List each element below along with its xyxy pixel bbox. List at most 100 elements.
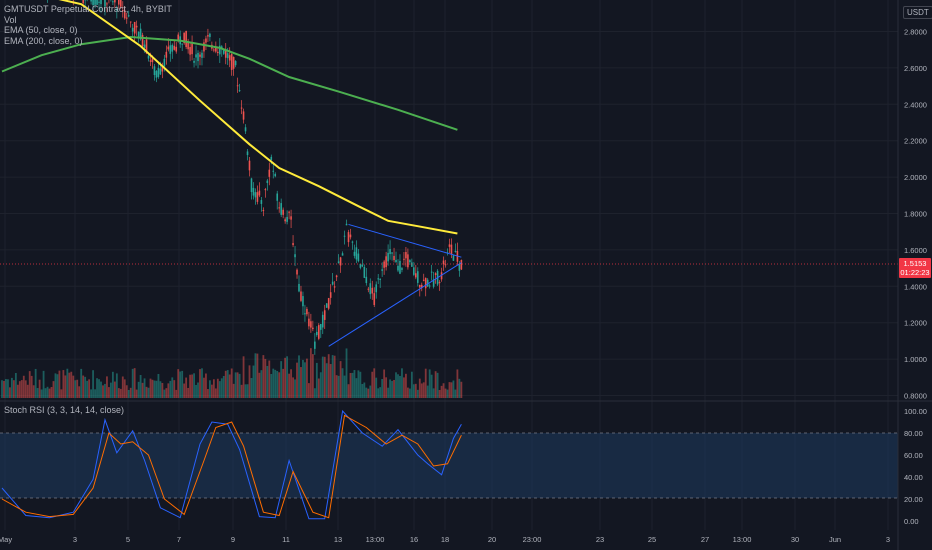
volume-bar: [199, 369, 201, 398]
candle-body: [426, 279, 429, 287]
candle-body: [375, 284, 378, 293]
candle-body: [280, 203, 282, 215]
candle-body: [183, 32, 185, 44]
candle-body: [335, 275, 338, 278]
volume-bar: [193, 373, 195, 398]
candle-body: [296, 269, 298, 275]
volume-bar: [24, 380, 27, 398]
volume-bar: [420, 383, 423, 398]
candle-body: [371, 287, 374, 294]
volume-bar: [276, 370, 279, 398]
candle-body: [129, 21, 132, 23]
candle-body: [147, 55, 150, 59]
trendline-upper[interactable]: [348, 223, 462, 258]
currency-label[interactable]: USDT: [903, 6, 932, 19]
price-tick-8: 1.2000: [904, 319, 927, 328]
stoch-rsi-axis[interactable]: 100.00 80.00 60.00 40.00 20.00 0.00: [904, 407, 927, 526]
volume-bar: [94, 389, 96, 398]
vol-legend[interactable]: Vol: [4, 14, 17, 25]
candles[interactable]: [1, 0, 463, 355]
candle-body: [145, 39, 148, 54]
volume-bar: [408, 388, 411, 398]
current-price-tag: 1.5153 01:22:23: [899, 258, 931, 278]
volume-bar: [201, 368, 203, 398]
volume-bar: [90, 389, 92, 398]
ema200-legend[interactable]: EMA (200, close, 0): [4, 35, 83, 46]
time-tick-9: 18: [441, 535, 449, 544]
volume-bar: [363, 382, 366, 398]
volume-bar: [133, 368, 136, 398]
candle-body: [262, 210, 265, 212]
volume-bar: [121, 376, 124, 398]
volume-bar: [383, 369, 386, 398]
volume-bar: [226, 370, 229, 398]
volume-bar: [137, 381, 140, 398]
candle-body: [112, 1, 114, 3]
candle-body: [187, 41, 189, 50]
volume-bar: [343, 375, 346, 398]
candle-body: [205, 38, 207, 43]
candle-body: [333, 286, 336, 288]
volume-bar: [100, 381, 102, 398]
volume-bar: [333, 355, 336, 398]
volume-bar: [359, 371, 362, 398]
rsi-tick-2: 60.00: [904, 451, 923, 460]
volume-bar: [288, 373, 290, 398]
volume-bar: [460, 381, 463, 398]
price-axis[interactable]: 2.8000 2.6000 2.4000 2.2000 2.0000 1.8000 1.60…: [904, 28, 927, 401]
volume-bar: [403, 377, 405, 398]
candle-body: [100, 0, 102, 5]
volume-bar: [349, 372, 352, 398]
volume-bar: [177, 369, 180, 398]
volume-bar: [282, 368, 285, 398]
volume-bar: [167, 383, 170, 398]
volume-bar: [250, 378, 253, 398]
candle-body: [234, 61, 237, 66]
volume-bar: [3, 380, 5, 398]
candle-body: [325, 303, 328, 308]
volume-bar: [195, 384, 197, 398]
candle-body: [260, 200, 263, 204]
candle-body: [215, 47, 217, 52]
volume-bar: [278, 372, 281, 398]
volume-bar: [369, 385, 372, 398]
candle-body: [438, 282, 441, 284]
candle-body: [149, 60, 152, 62]
current-price-value: 1.5153: [903, 259, 927, 268]
volume-bar: [34, 368, 37, 398]
volume-bar: [115, 373, 118, 398]
volume-bar: [438, 389, 441, 398]
volume-bar: [72, 375, 75, 398]
candle-body: [321, 314, 324, 328]
volume-bar: [337, 375, 340, 398]
volume-bar: [418, 378, 421, 398]
candle-body: [171, 44, 174, 52]
volume-bar: [254, 353, 257, 398]
stoch-rsi-legend[interactable]: Stoch RSI (3, 3, 14, 14, close): [4, 405, 125, 415]
candle-body: [411, 262, 413, 267]
time-axis[interactable]: May 3 5 7 9 11 13 13:00 16 18 20 23:00 23 25 27 13:00 30…: [0, 535, 890, 544]
candle-body: [238, 90, 241, 92]
candle-body: [151, 58, 154, 63]
candle-body: [248, 160, 251, 171]
candle-body: [133, 21, 136, 34]
volume-bar: [163, 389, 166, 398]
candle-body: [444, 264, 447, 266]
symbol-title[interactable]: GMTUSDT Perpetual Contract, 4h, BYBIT: [4, 4, 172, 14]
price-tick-3: 2.2000: [904, 137, 927, 146]
candle-body: [199, 54, 201, 57]
volume-bar: [216, 378, 219, 398]
candle-body: [219, 45, 221, 55]
volume-bar: [145, 386, 148, 398]
volume-bar: [430, 374, 433, 398]
volume-bar: [131, 368, 134, 398]
candle-body: [450, 244, 453, 255]
candle-body: [153, 66, 156, 76]
volume-bar: [80, 368, 83, 398]
volume-bar: [302, 359, 304, 398]
trendline-lower[interactable]: [328, 262, 462, 347]
ema50-legend[interactable]: EMA (50, close, 0): [4, 25, 78, 35]
candle-body: [175, 46, 178, 52]
volume-bar: [185, 377, 188, 398]
